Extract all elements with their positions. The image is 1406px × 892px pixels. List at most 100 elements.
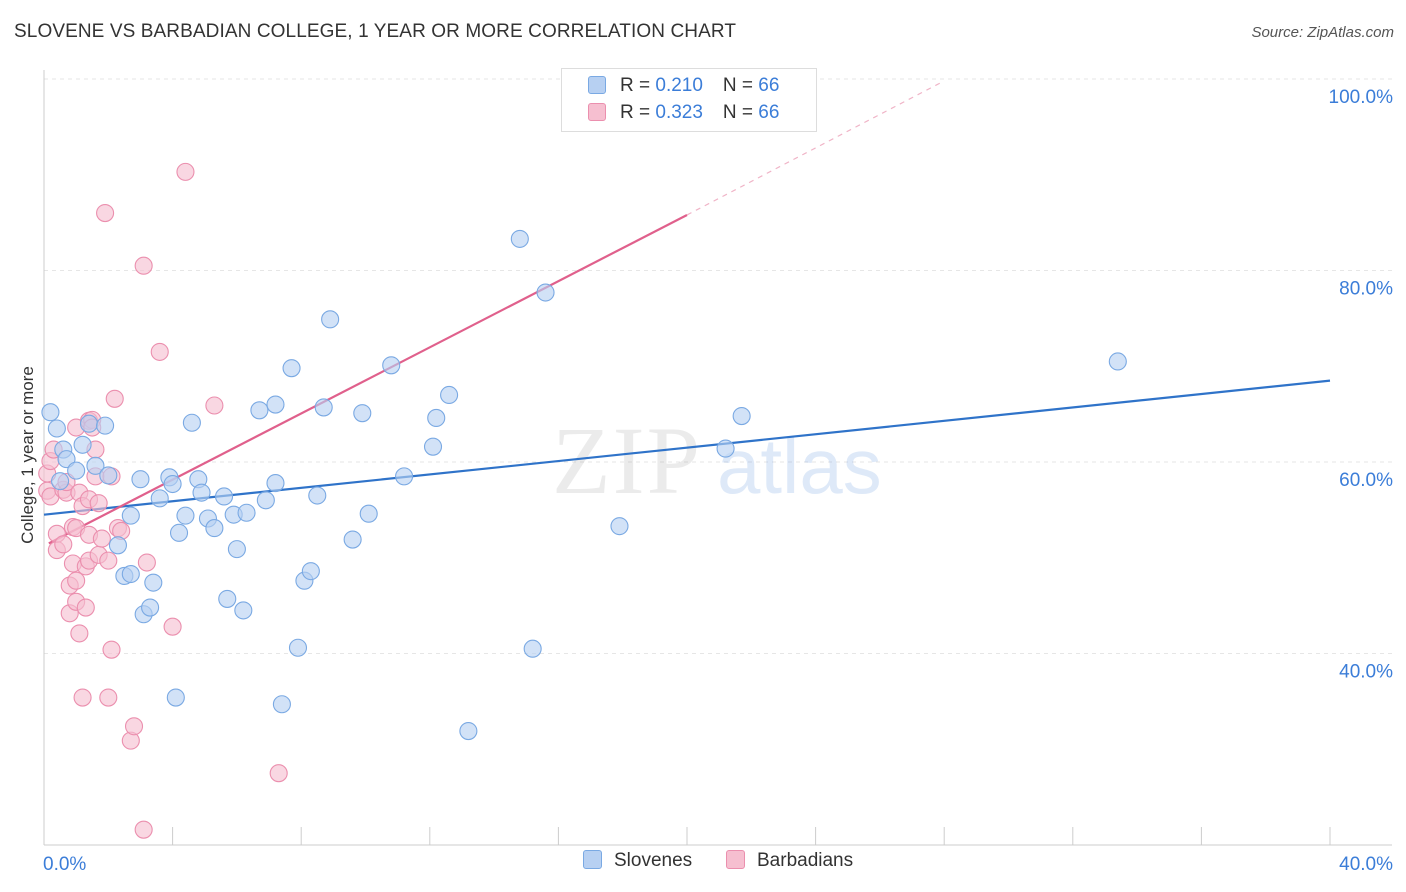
- slovene-point: [47, 419, 66, 438]
- slovene-point: [214, 487, 234, 506]
- slovene-point: [234, 601, 253, 620]
- barbadian-point: [99, 551, 118, 570]
- slovene-point: [440, 385, 459, 405]
- slovene-point: [121, 506, 140, 525]
- slovene-point: [67, 461, 86, 480]
- slovene-point: [141, 598, 160, 617]
- slovene-point: [237, 503, 256, 522]
- slovene-point: [144, 573, 163, 592]
- barbadian-point: [73, 688, 92, 707]
- slovene-point: [459, 722, 478, 741]
- slovene-point: [51, 472, 70, 491]
- barbadian-point: [105, 389, 124, 408]
- slovene-point: [192, 483, 211, 502]
- slovene-point: [308, 486, 327, 505]
- barbadian-point: [163, 617, 182, 636]
- bottom-legend-barbadians[interactable]: Barbadians: [726, 850, 853, 872]
- slovene-point: [266, 474, 285, 493]
- slovene-point: [176, 506, 195, 525]
- slovene-point: [423, 437, 443, 456]
- slovene-point: [79, 414, 99, 433]
- slovene-point: [301, 562, 320, 581]
- slovene-point: [382, 356, 401, 375]
- legend-swatch-slovenes: [588, 76, 606, 94]
- slovene-point: [359, 504, 378, 523]
- barbadian-trend-line: [48, 213, 688, 545]
- barbadian-point: [102, 640, 121, 659]
- slovene-point: [523, 639, 542, 658]
- slovene-point: [1108, 352, 1127, 371]
- slovene-point: [86, 456, 105, 475]
- chart-title: SLOVENE VS BARBADIAN COLLEGE, 1 YEAR OR …: [14, 21, 737, 42]
- barbadian-point: [54, 535, 73, 554]
- slovene-point: [99, 466, 118, 485]
- legend-n-label: N =: [722, 75, 759, 96]
- barbadian-point: [137, 553, 156, 572]
- trend-lines: [43, 80, 1331, 545]
- x-tick-label: 0.0%: [43, 854, 86, 875]
- slovene-point: [716, 439, 735, 458]
- x-tick-label: 40.0%: [1339, 854, 1393, 875]
- y-tick-label: 40.0%: [1339, 662, 1393, 683]
- barbadian-point: [70, 624, 89, 643]
- legend-row-barbadians: R = 0.323 N = 66: [588, 102, 779, 126]
- slovene-point: [205, 519, 224, 538]
- slovene-point: [395, 467, 414, 486]
- slovene-point: [96, 416, 115, 435]
- slovene-point: [73, 435, 92, 454]
- slovene-point: [343, 530, 362, 549]
- source-label: Source: ZipAtlas.com: [1251, 24, 1394, 41]
- slovene-point: [282, 359, 301, 378]
- legend-swatch-barbadians: [588, 103, 606, 121]
- barbadian-point: [150, 342, 169, 361]
- slovene-point: [41, 403, 60, 422]
- barbadian-point: [205, 396, 224, 415]
- bottom-legend-label-slovenes: Slovenes: [614, 850, 693, 871]
- barbadian-point: [99, 688, 118, 707]
- slovene-point: [288, 638, 308, 657]
- legend-row-slovenes: R = 0.210 N = 66: [588, 75, 779, 99]
- legend-n-label: N =: [722, 102, 759, 123]
- y-tick-label: 60.0%: [1339, 470, 1393, 491]
- barbadian-point: [269, 764, 288, 783]
- bottom-legend-swatch-barbadians: [726, 850, 745, 869]
- slovene-trend-line: [43, 379, 1331, 516]
- slovene-point: [121, 564, 140, 584]
- watermark-zip: ZIP: [552, 407, 702, 514]
- slovene-point: [227, 540, 246, 559]
- slovene-point: [610, 517, 629, 536]
- slovene-point: [108, 536, 127, 555]
- y-tick-label: 100.0%: [1329, 87, 1394, 108]
- slovene-point: [218, 589, 237, 608]
- slovene-point: [131, 470, 150, 489]
- slovene-point: [732, 406, 751, 426]
- bottom-legend-label-barbadians: Barbadians: [757, 850, 854, 871]
- barbadian-point: [176, 162, 195, 181]
- legend-r-label: R =: [620, 75, 656, 96]
- slovene-point: [314, 398, 333, 417]
- slovene-point: [536, 283, 555, 302]
- slovene-points: [41, 229, 1127, 741]
- bottom-legend-slovenes[interactable]: Slovenes: [583, 850, 692, 872]
- watermark: ZIP atlas: [552, 407, 882, 514]
- barbadian-point: [124, 717, 144, 736]
- barbadian-trend-extension: [686, 80, 945, 216]
- slovene-point: [150, 489, 169, 508]
- barbadian-point: [76, 598, 95, 617]
- slovene-point: [321, 310, 340, 329]
- barbadian-point: [89, 494, 108, 513]
- slovene-point: [163, 474, 182, 494]
- barbadian-point: [96, 204, 115, 223]
- slovene-point: [272, 695, 291, 714]
- y-tick-label: 80.0%: [1339, 279, 1393, 300]
- legend-r-value: 0.210: [655, 75, 703, 96]
- slovene-point: [266, 395, 285, 414]
- slovene-point: [250, 401, 269, 420]
- slovene-point: [256, 491, 275, 510]
- barbadian-point: [92, 529, 111, 548]
- tick-labels: 40.0% 60.0% 80.0% 100.0% 0.0% 40.0%: [43, 87, 1393, 875]
- slovene-point: [427, 408, 446, 428]
- slovene-point: [166, 688, 185, 707]
- barbadian-point: [134, 256, 153, 275]
